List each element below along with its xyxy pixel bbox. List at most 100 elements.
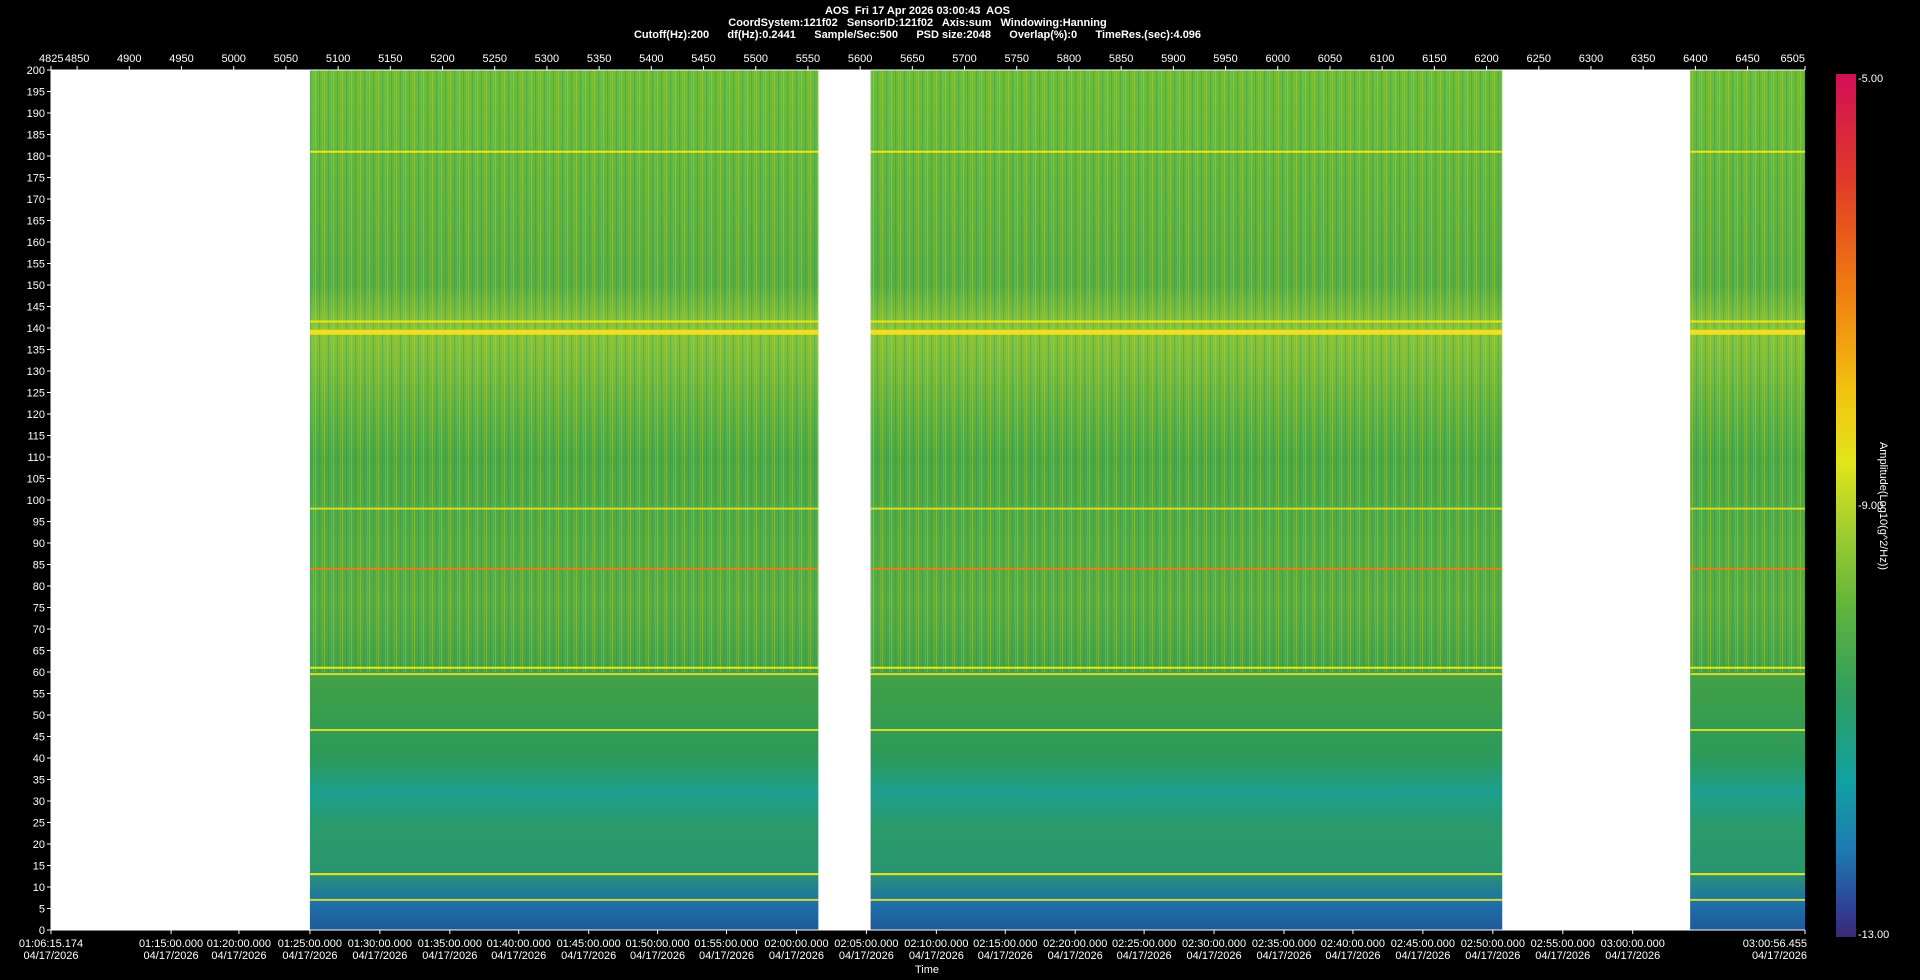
colorbar-axis-label: Amplitude(Log10(g^2/Hz)): [1877, 441, 1889, 571]
bottom-tick-time-label: 02:35:00.000: [1252, 938, 1316, 950]
bottom-tick-date-label: 04/17/2026: [1187, 950, 1242, 962]
bottom-tick-date-label: 04/17/2026: [561, 950, 616, 962]
bottom-tick-date-label: 04/17/2026: [1752, 950, 1807, 962]
top-tick-label: 5950: [1213, 53, 1237, 65]
bottom-tick-date-label: 04/17/2026: [282, 950, 337, 962]
y-tick-label: 100: [27, 495, 45, 507]
bottom-tick-time-label: 01:40:00.000: [487, 938, 551, 950]
bottom-tick-time-label: 02:20:00.000: [1043, 938, 1107, 950]
y-tick-label: 20: [33, 839, 45, 851]
bottom-tick-time-label: 02:15:00.000: [973, 938, 1037, 950]
bottom-tick-date-label: 04/17/2026: [1465, 950, 1520, 962]
bottom-tick-time-label: 01:45:00.000: [557, 938, 621, 950]
colorbar-mid-label: -9.00: [1858, 500, 1884, 512]
top-tick-label: 4950: [169, 53, 193, 65]
top-tick-label: 6050: [1318, 53, 1342, 65]
bottom-tick-date-label: 04/17/2026: [23, 950, 78, 962]
y-tick-label: 125: [27, 388, 45, 400]
bottom-tick-date-label: 04/17/2026: [491, 950, 546, 962]
top-tick-label: 6300: [1579, 53, 1603, 65]
top-tick-label: 6150: [1422, 53, 1446, 65]
top-tick-label: 6100: [1370, 53, 1394, 65]
y-tick-label: 80: [33, 581, 45, 593]
bottom-tick-time-label: 03:00:00.000: [1601, 938, 1665, 950]
y-tick-label: 25: [33, 818, 45, 830]
y-tick-label: 95: [33, 517, 45, 529]
bottom-tick-date-label: 04/17/2026: [1535, 950, 1590, 962]
top-tick-label: 5100: [326, 53, 350, 65]
data-segment-texture-2: [870, 70, 1503, 672]
bottom-tick-time-label: 02:10:00.000: [904, 938, 968, 950]
y-tick-label: 30: [33, 796, 45, 808]
top-tick-label: 5200: [430, 53, 454, 65]
bottom-tick-date-label: 04/17/2026: [422, 950, 477, 962]
colorbar-min-label: -13.00: [1858, 929, 1890, 941]
y-tick-label: 40: [33, 753, 45, 765]
y-tick-label: 70: [33, 624, 45, 636]
top-tick-label: 6200: [1474, 53, 1498, 65]
data-segment-texture-3: [1690, 70, 1805, 672]
y-tick-label: 110: [27, 452, 45, 464]
bottom-tick-time-label: 01:55:00.000: [694, 938, 758, 950]
y-tick-label: 165: [27, 216, 45, 228]
top-tick-label: 5800: [1057, 53, 1081, 65]
bottom-tick-date-label: 04/17/2026: [699, 950, 754, 962]
y-tick-label: 170: [27, 194, 45, 206]
y-tick-label: 130: [27, 366, 45, 378]
bottom-tick-time-label: 03:00:56.455: [1743, 938, 1807, 950]
y-tick-label: 90: [33, 538, 45, 550]
y-tick-label: 115: [27, 431, 45, 443]
bottom-tick-date-label: 04/17/2026: [630, 950, 685, 962]
y-tick-label: 0: [39, 925, 45, 937]
bottom-tick-date-label: 04/17/2026: [769, 950, 824, 962]
y-tick-label: 5: [39, 904, 45, 916]
bottom-tick-date-label: 04/17/2026: [1048, 950, 1103, 962]
top-tick-label: 5150: [378, 53, 402, 65]
y-tick-label: 10: [33, 882, 45, 894]
bottom-tick-date-label: 04/17/2026: [352, 950, 407, 962]
y-tick-label: 65: [33, 646, 45, 658]
top-tick-label: 5600: [848, 53, 872, 65]
y-tick-label: 155: [27, 259, 45, 271]
bottom-tick-time-label: 01:20:00.000: [207, 938, 271, 950]
top-tick-label: 4825: [39, 53, 63, 65]
colorbar-max-label: -5.00: [1858, 73, 1884, 85]
bottom-tick-date-label: 04/17/2026: [1395, 950, 1450, 962]
bottom-tick-date-label: 04/17/2026: [978, 950, 1033, 962]
top-tick-label: 5500: [743, 53, 767, 65]
y-tick-label: 50: [33, 710, 45, 722]
y-tick-label: 55: [33, 689, 45, 701]
top-tick-label: 5300: [535, 53, 559, 65]
bottom-tick-time-label: 02:30:00.000: [1182, 938, 1246, 950]
bottom-tick-date-label: 04/17/2026: [839, 950, 894, 962]
y-tick-label: 160: [27, 237, 45, 249]
bottom-tick-date-label: 04/17/2026: [211, 950, 266, 962]
y-tick-label: 185: [27, 130, 45, 142]
y-tick-label: 140: [27, 323, 45, 335]
bottom-tick-time-label: 02:45:00.000: [1391, 938, 1455, 950]
bottom-tick-time-label: 01:30:00.000: [348, 938, 412, 950]
y-tick-label: 75: [33, 603, 45, 615]
data-segment-texture-1: [309, 70, 819, 672]
y-tick-label: 35: [33, 775, 45, 787]
bottom-tick-time-label: 02:25:00.000: [1112, 938, 1176, 950]
top-tick-label: 5050: [274, 53, 298, 65]
chart-title: AOS Fri 17 Apr 2026 03:00:43 AOS: [824, 5, 1011, 17]
bottom-tick-time-label: 02:00:00.000: [764, 938, 828, 950]
y-tick-label: 190: [27, 108, 45, 120]
bottom-tick-date-label: 04/17/2026: [1605, 950, 1660, 962]
chart-parameters-line-2: Cutoff(Hz):200 df(Hz):0.2441 Sample/Sec:…: [633, 29, 1202, 41]
bottom-tick-date-label: 04/17/2026: [1325, 950, 1380, 962]
y-tick-label: 145: [27, 302, 45, 314]
top-tick-label: 5350: [587, 53, 611, 65]
bottom-tick-time-label: 01:50:00.000: [625, 938, 689, 950]
bottom-tick-time-label: 02:50:00.000: [1461, 938, 1525, 950]
top-tick-label: 5700: [952, 53, 976, 65]
y-tick-label: 105: [27, 474, 45, 486]
y-tick-label: 60: [33, 667, 45, 679]
top-tick-label: 4850: [65, 53, 89, 65]
bottom-tick-time-label: 02:40:00.000: [1321, 938, 1385, 950]
bottom-tick-date-label: 04/17/2026: [909, 950, 964, 962]
top-tick-label: 5400: [639, 53, 663, 65]
